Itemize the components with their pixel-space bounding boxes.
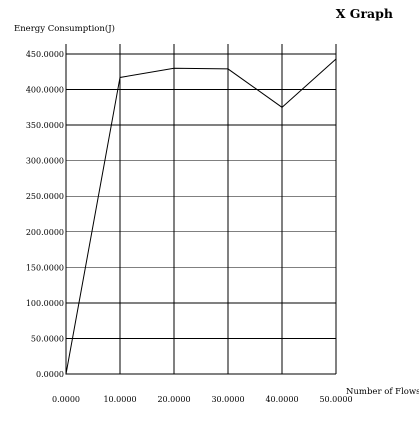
y-tick-label: 0.0000 xyxy=(36,370,64,379)
x-tick-labels: 0.0000 10.0000 20.0000 30.0000 40.0000 50.000… xyxy=(52,395,353,404)
data-point xyxy=(227,68,229,70)
y-tick-label: 350.0000 xyxy=(26,121,64,130)
series-layer xyxy=(65,58,337,375)
y-tick-label: 50.0000 xyxy=(31,334,64,343)
x-tick-label: 40.0000 xyxy=(265,395,298,404)
vertical-gridlines xyxy=(65,44,337,374)
y-tick-label: 250.0000 xyxy=(26,192,64,201)
x-tick-label: 50.0000 xyxy=(319,395,352,404)
y-tick-label: 100.0000 xyxy=(26,299,64,308)
x-tick-label: 10.0000 xyxy=(103,395,136,404)
y-tick-label: 450.0000 xyxy=(26,50,64,59)
y-tick-label: 300.0000 xyxy=(26,157,64,166)
data-point xyxy=(119,76,121,79)
series-line-0 xyxy=(65,58,337,375)
y-axis-label: Energy Consumption(J) xyxy=(14,23,115,34)
y-tick-label: 400.0000 xyxy=(26,86,64,95)
data-point xyxy=(65,373,67,375)
data-point xyxy=(335,58,337,60)
y-tick-label: 150.0000 xyxy=(26,263,64,272)
horizontal-gridlines xyxy=(66,53,336,375)
x-axis-label: Number of Flows xyxy=(346,387,419,397)
y-tick-labels: 0.0000 50.0000 100.0000 150.0000 200.0000 250… xyxy=(26,50,64,379)
data-point xyxy=(281,106,283,108)
window-title: X Graph xyxy=(336,6,393,21)
x-tick-label: 0.0000 xyxy=(52,395,80,404)
y-tick-label: 200.0000 xyxy=(26,228,64,237)
data-point xyxy=(173,67,175,69)
x-tick-label: 20.0000 xyxy=(157,395,190,404)
x-tick-label: 30.0000 xyxy=(211,395,244,404)
